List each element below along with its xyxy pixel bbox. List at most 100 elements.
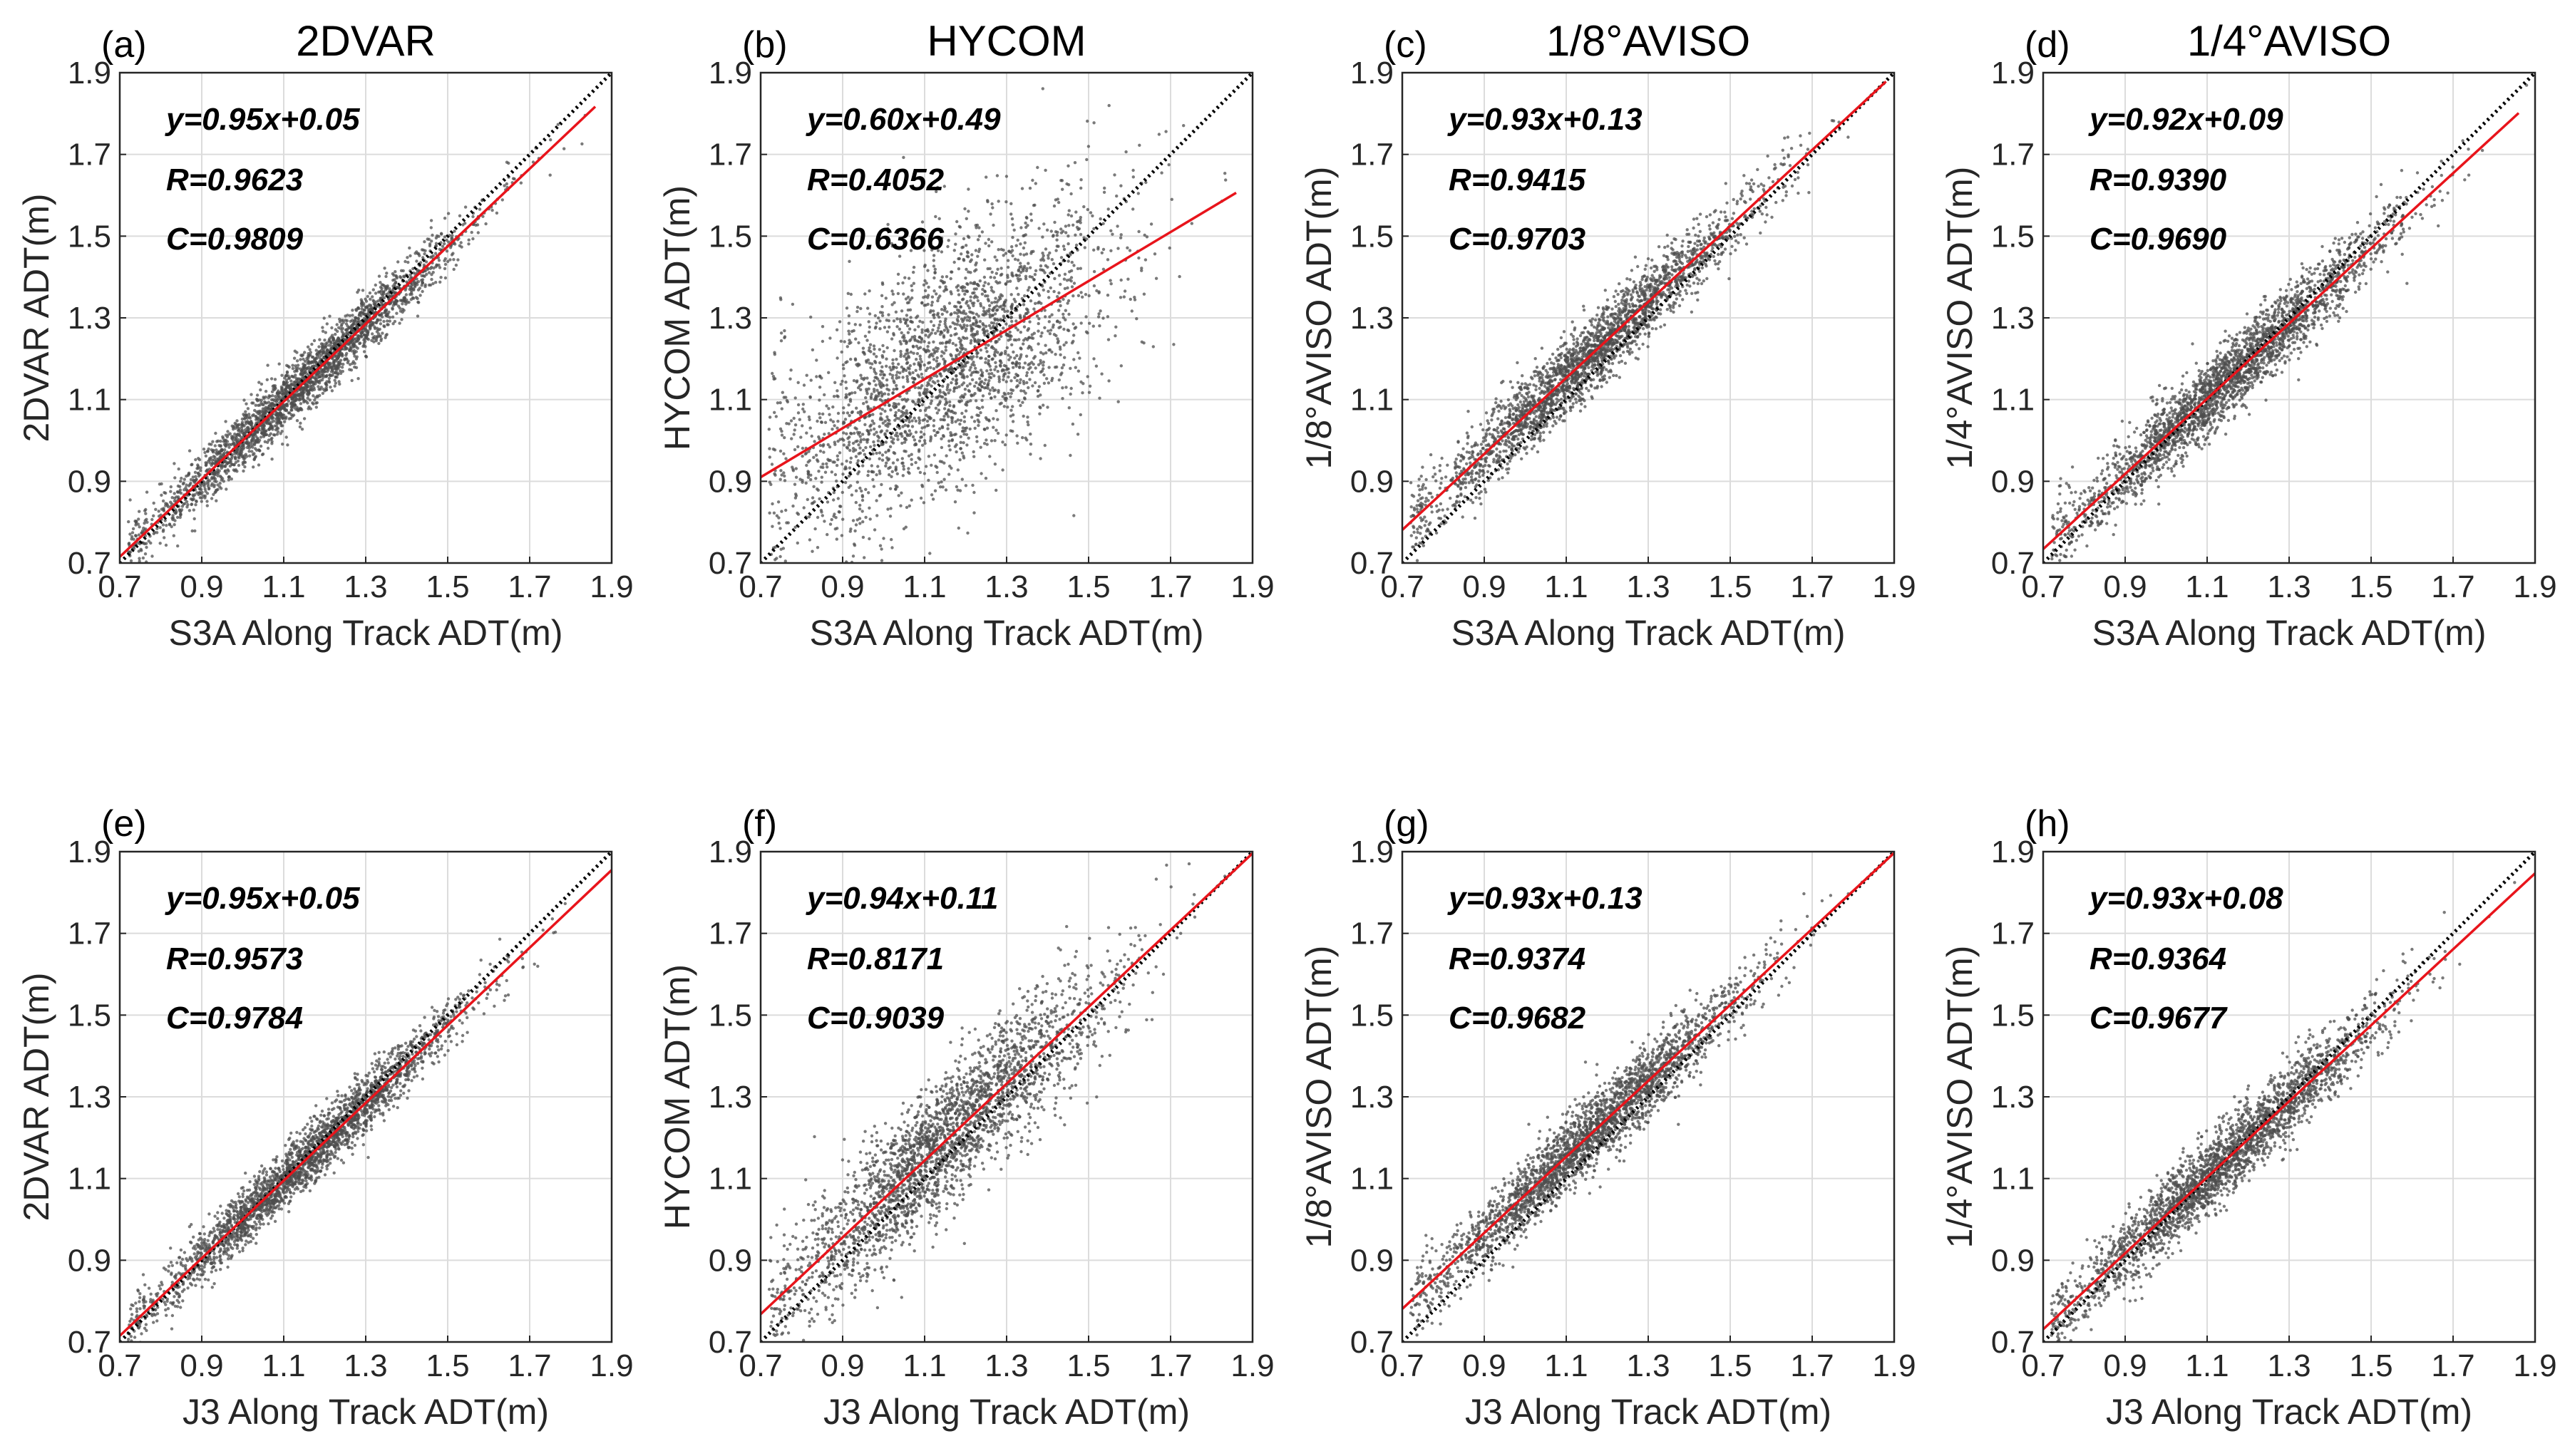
scatter-point bbox=[874, 383, 878, 387]
scatter-point bbox=[1119, 233, 1123, 237]
scatter-point bbox=[857, 341, 860, 345]
scatter-point bbox=[277, 362, 281, 366]
scatter-point bbox=[372, 299, 376, 304]
scatter-point bbox=[443, 257, 447, 261]
scatter-point bbox=[284, 417, 287, 420]
scatter-point bbox=[907, 277, 911, 280]
scatter-point bbox=[994, 428, 998, 432]
scatter-point bbox=[796, 541, 800, 545]
scatter-point bbox=[985, 369, 989, 373]
scatter-point bbox=[216, 483, 220, 487]
scatter-point bbox=[998, 402, 1002, 406]
scatter-point bbox=[253, 408, 257, 413]
scatter-point bbox=[218, 475, 222, 478]
scatter-point bbox=[430, 239, 433, 243]
scatter-point bbox=[933, 381, 937, 385]
scatter-point bbox=[905, 391, 909, 395]
scatter-point bbox=[784, 457, 788, 460]
scatter-point bbox=[885, 357, 888, 361]
scatter-point bbox=[314, 401, 318, 405]
scatter-point bbox=[277, 417, 281, 421]
scatter-point bbox=[312, 361, 315, 364]
scatter-point bbox=[993, 463, 997, 466]
scatter-point bbox=[836, 497, 841, 500]
scatter-point bbox=[1084, 315, 1088, 319]
scatter-point bbox=[891, 373, 895, 377]
scatter-point bbox=[875, 499, 878, 502]
scatter-point bbox=[920, 483, 924, 487]
scatter-point bbox=[917, 363, 920, 366]
scatter-point bbox=[187, 449, 192, 453]
scatter-point bbox=[895, 325, 899, 329]
scatter-point bbox=[865, 376, 869, 380]
scatter-point bbox=[446, 212, 451, 215]
scatter-point bbox=[857, 433, 860, 436]
scatter-point bbox=[806, 497, 810, 502]
scatter-point bbox=[932, 254, 936, 257]
scatter-point bbox=[1040, 331, 1044, 335]
scatter-point bbox=[402, 274, 406, 278]
scatter-point bbox=[813, 440, 816, 443]
scatter-point bbox=[848, 259, 851, 263]
scatter-point bbox=[393, 302, 396, 306]
scatter-point bbox=[415, 259, 418, 263]
scatter-point bbox=[994, 280, 998, 284]
scatter-point bbox=[963, 388, 967, 391]
scatter-point bbox=[147, 539, 150, 543]
scatter-point bbox=[358, 312, 361, 316]
scatter-point bbox=[918, 365, 922, 368]
scatter-point bbox=[972, 316, 976, 319]
scatter-point bbox=[980, 472, 983, 475]
scatter-point bbox=[1092, 227, 1096, 231]
scatter-point bbox=[461, 223, 465, 227]
scatter-point bbox=[429, 226, 433, 229]
scatter-point bbox=[987, 392, 992, 396]
scatter-point bbox=[1098, 396, 1101, 400]
scatter-point bbox=[1071, 322, 1075, 326]
scatter-point bbox=[1011, 388, 1015, 392]
scatter-point bbox=[217, 443, 221, 448]
scatter-point bbox=[901, 376, 905, 379]
scatter-point bbox=[1027, 346, 1030, 350]
scatter-point bbox=[377, 274, 381, 278]
scatter-point bbox=[918, 470, 922, 475]
scatter-point bbox=[344, 319, 347, 322]
scatter-point bbox=[889, 507, 893, 510]
scatter-point bbox=[854, 500, 858, 505]
scatter-point bbox=[451, 237, 454, 240]
scatter-point bbox=[796, 445, 800, 448]
scatter-point bbox=[237, 463, 241, 468]
scatter-point bbox=[984, 476, 988, 480]
scatter-point bbox=[987, 372, 991, 376]
scatter-point bbox=[452, 258, 456, 262]
scatter-point bbox=[230, 436, 234, 440]
scatter-point bbox=[379, 285, 383, 289]
scatter-point bbox=[830, 470, 834, 474]
scatter-point bbox=[969, 324, 972, 327]
scatter-point bbox=[922, 425, 927, 429]
scatter-point bbox=[987, 378, 991, 383]
scatter-point bbox=[307, 353, 311, 358]
scatter-point bbox=[947, 239, 950, 242]
scatter-point bbox=[997, 248, 1000, 252]
scatter-point bbox=[1005, 346, 1009, 350]
scatter-point bbox=[548, 173, 552, 177]
scatter-point bbox=[1042, 363, 1045, 367]
scatter-point bbox=[819, 465, 823, 469]
scatter-point bbox=[394, 299, 399, 303]
scatter-point bbox=[851, 554, 855, 558]
scatter-point bbox=[952, 389, 956, 393]
scatter-point bbox=[1106, 338, 1111, 341]
scatter-point bbox=[803, 615, 806, 618]
scatter-point bbox=[949, 353, 952, 356]
scatter-point bbox=[990, 321, 994, 325]
scatter-point bbox=[793, 396, 797, 400]
scatter-point bbox=[794, 475, 798, 479]
scatter-point bbox=[423, 283, 427, 286]
scatter-point bbox=[1042, 360, 1046, 364]
scatter-point bbox=[918, 354, 922, 358]
scatter-point bbox=[1012, 338, 1017, 342]
scatter-point bbox=[989, 275, 992, 279]
scatter-point bbox=[908, 327, 912, 331]
scatter-point bbox=[131, 527, 135, 531]
